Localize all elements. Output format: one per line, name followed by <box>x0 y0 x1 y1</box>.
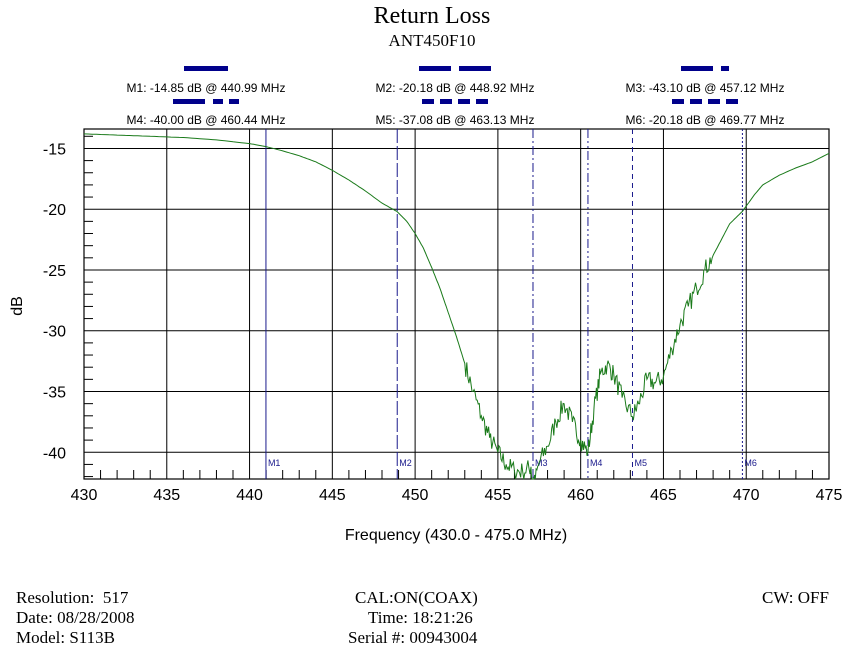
marker-tag-m5: M5 <box>634 458 647 468</box>
marker-tag-m3: M3 <box>535 458 548 468</box>
marker-legend-swatch-m5 <box>458 99 470 104</box>
footer-model: Model: S113B <box>16 628 116 647</box>
footer-serial: Serial #: 00943004 <box>348 628 478 647</box>
return-loss-chart: Return Loss ANT450F10 M1: -14.85 dB @ 44… <box>9 3 843 544</box>
marker-tag-m1: M1 <box>268 458 281 468</box>
marker-legend-label-m2: M2: -20.18 dB @ 448.92 MHz <box>376 81 535 95</box>
footer-cal: CAL:ON(COAX) <box>355 588 478 607</box>
grid <box>84 129 829 479</box>
y-axis-label: dB <box>9 296 26 316</box>
x-tick-label: 445 <box>319 487 346 504</box>
footer-time: Time: 18:21:26 <box>368 608 473 627</box>
marker-legend-swatch-m4 <box>173 99 205 104</box>
footer-date: Date: 08/28/2008 <box>16 608 135 627</box>
marker-legend-swatch-m5 <box>440 99 452 104</box>
marker-legend-label-m3: M3: -43.10 dB @ 457.12 MHz <box>626 81 785 95</box>
x-tick-label: 460 <box>567 487 594 504</box>
x-tick-label: 430 <box>71 487 98 504</box>
marker-legend-swatch-m3 <box>681 66 713 71</box>
marker-legend-swatch-m3 <box>721 66 729 71</box>
x-tick-label: 440 <box>236 487 263 504</box>
x-tick-label: 435 <box>153 487 180 504</box>
marker-tag-m4: M4 <box>590 458 603 468</box>
chart-title: Return Loss <box>374 3 491 29</box>
marker-legend-swatch-m4 <box>213 99 223 104</box>
marker-tag-m2: M2 <box>399 458 412 468</box>
marker-legend-label-m5: M5: -37.08 dB @ 463.13 MHz <box>376 113 535 127</box>
x-tick-label: 475 <box>816 487 843 504</box>
x-tick-label: 450 <box>402 487 429 504</box>
chart-subtitle: ANT450F10 <box>389 31 476 50</box>
return-loss-trace <box>83 133 830 480</box>
x-tick-label: 465 <box>650 487 677 504</box>
marker-legend-label-m4: M4: -40.00 dB @ 460.44 MHz <box>127 113 286 127</box>
marker-legend-swatch-m6 <box>726 99 738 104</box>
x-tick-label: 470 <box>733 487 760 504</box>
marker-legend-swatch-m6 <box>690 99 702 104</box>
footer-cw: CW: OFF <box>762 588 829 607</box>
marker-legend-swatch-m6 <box>708 99 720 104</box>
marker-legend-swatch-m1 <box>184 66 228 71</box>
marker-legend-label-m6: M6: -20.18 dB @ 469.77 MHz <box>626 113 785 127</box>
x-axis-label: Frequency (430.0 - 475.0 MHz) <box>345 527 567 544</box>
y-tick-labels: -15 -20 -25 -30 -35 -40 <box>43 141 66 462</box>
marker-tag-m6: M6 <box>744 458 757 468</box>
marker-legend-swatch-m5 <box>422 99 434 104</box>
footer-resolution: Resolution: 517 <box>16 588 129 607</box>
minor-ticks <box>84 135 813 479</box>
marker-legend-swatch-m6 <box>672 99 684 104</box>
y-tick-label: -35 <box>43 385 66 402</box>
y-tick-label: -15 <box>43 141 66 158</box>
y-tick-label: -30 <box>43 324 66 341</box>
y-tick-label: -25 <box>43 263 66 280</box>
marker-legend-swatch-m5 <box>476 99 488 104</box>
marker-legend-swatch-m2 <box>459 66 491 71</box>
marker-legend: M1: -14.85 dB @ 440.99 MHz M2: -20.18 dB … <box>127 66 785 127</box>
marker-legend-swatch-m4 <box>229 99 239 104</box>
x-tick-label: 455 <box>485 487 512 504</box>
y-tick-label: -20 <box>43 202 66 219</box>
plot-area: M1 M2 M3 M4 M5 M6 <box>83 128 830 480</box>
x-tick-labels: 430 435 440 445 450 455 460 465 470 475 <box>71 487 843 504</box>
marker-legend-label-m1: M1: -14.85 dB @ 440.99 MHz <box>127 81 286 95</box>
marker-lines: M1 M2 M3 M4 M5 M6 <box>265 129 757 479</box>
y-tick-label: -40 <box>43 445 66 462</box>
plot-frame <box>83 128 830 480</box>
marker-legend-swatch-m2 <box>419 66 451 71</box>
